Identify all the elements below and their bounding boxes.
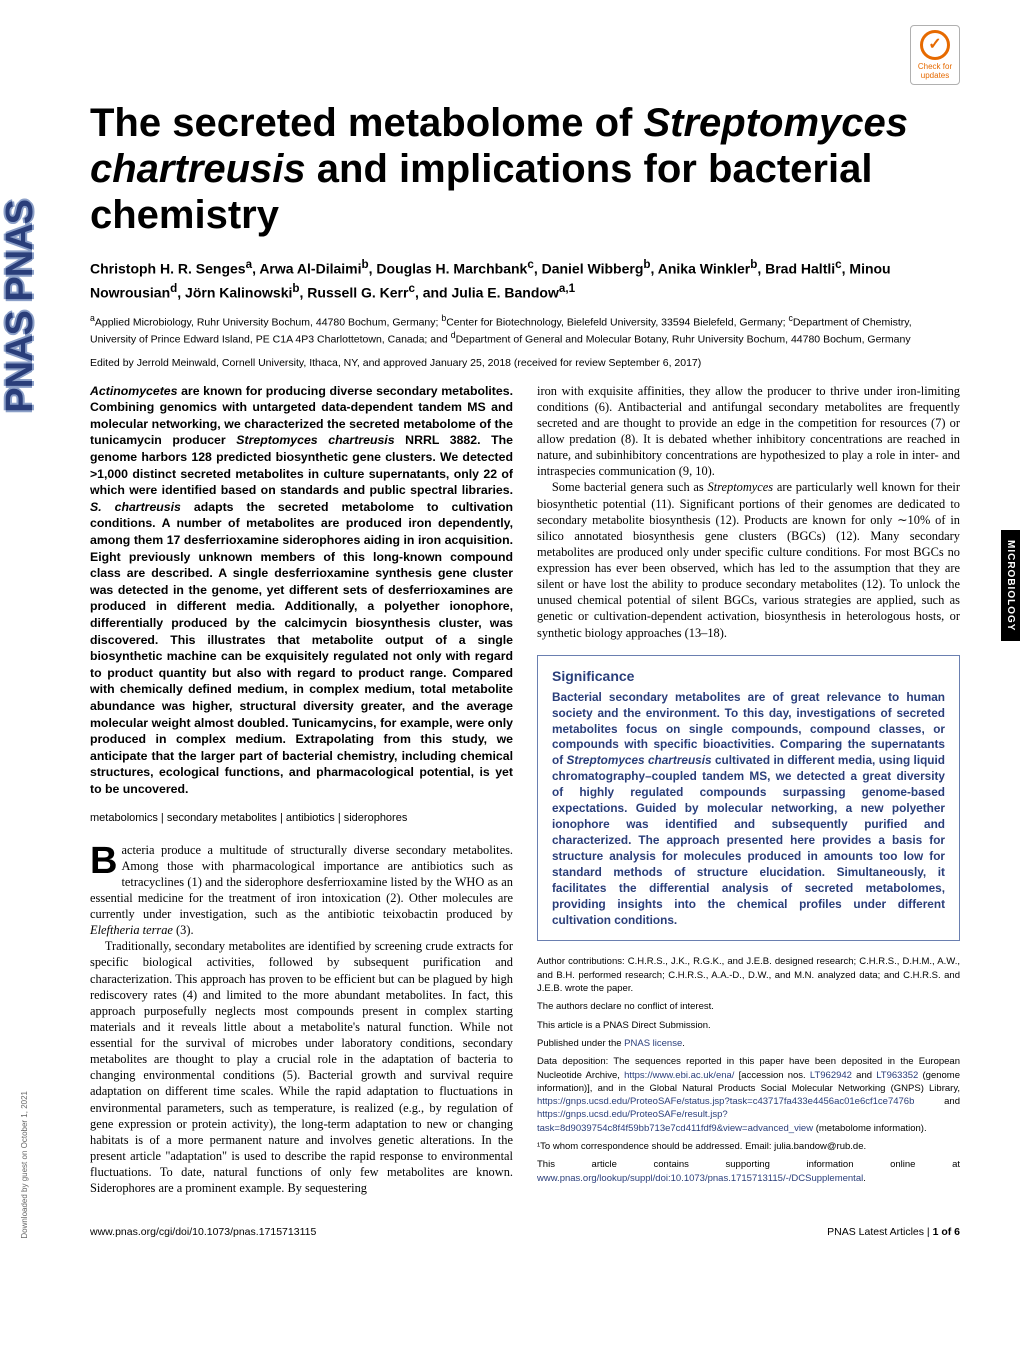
direct-submission: This article is a PNAS Direct Submission… — [537, 1019, 960, 1032]
pnas-license-link[interactable]: PNAS license — [624, 1038, 682, 1049]
significance-heading: Significance — [552, 668, 945, 684]
accession-link-2[interactable]: LT963352 — [876, 1070, 918, 1081]
keywords-line: metabolomics | secondary metabolites | a… — [90, 812, 513, 824]
correspondence: ¹To whom correspondence should be addres… — [537, 1140, 960, 1153]
download-note: Downloaded by guest on October 1, 2021 — [20, 1091, 29, 1239]
authors-line: Christoph H. R. Sengesa, Arwa Al-Dilaimi… — [90, 256, 960, 303]
accession-link-1[interactable]: LT962942 — [810, 1070, 852, 1081]
gnps-link-2[interactable]: https://gnps.ucsd.edu/ProteoSAFe/result.… — [537, 1109, 813, 1133]
body-text-left: Bacteria produce a multitude of structur… — [90, 842, 513, 1197]
ena-link[interactable]: https://www.ebi.ac.uk/ena/ — [624, 1070, 734, 1081]
author-contributions: Author contributions: C.H.R.S., J.K., R.… — [537, 955, 960, 995]
article-metadata: Author contributions: C.H.R.S., J.K., R.… — [537, 955, 960, 1184]
license-line: Published under the PNAS license. — [537, 1037, 960, 1050]
gnps-link-1[interactable]: https://gnps.ucsd.edu/ProteoSAFe/status.… — [537, 1096, 914, 1107]
affiliations: aApplied Microbiology, Ruhr University B… — [90, 313, 960, 346]
footer-doi: www.pnas.org/cgi/doi/10.1073/pnas.171571… — [90, 1226, 316, 1238]
left-column: Actinomycetes are known for producing di… — [90, 383, 513, 1197]
supplemental-link[interactable]: www.pnas.org/lookup/suppl/doi:10.1073/pn… — [537, 1173, 863, 1184]
abstract-text: Actinomycetes are known for producing di… — [90, 383, 513, 798]
page-root: PNAS PNAS ✓ Check for updates MICROBIOLO… — [0, 0, 1020, 1268]
editor-line: Edited by Jerrold Meinwald, Cornell Univ… — [90, 357, 960, 369]
article-title: The secreted metabolome of Streptomyces … — [90, 100, 960, 238]
section-tab: MICROBIOLOGY — [1001, 530, 1020, 641]
journal-side-logo: PNAS PNAS — [0, 200, 40, 1000]
body-text-right: iron with exquisite affinities, they all… — [537, 383, 960, 641]
check-for-updates-badge[interactable]: ✓ Check for updates — [910, 25, 960, 85]
title-pre: The secreted metabolome of — [90, 101, 643, 145]
conflict-statement: The authors declare no conflict of inter… — [537, 1000, 960, 1013]
right-column: iron with exquisite affinities, they all… — [537, 383, 960, 1197]
page-footer: www.pnas.org/cgi/doi/10.1073/pnas.171571… — [90, 1220, 960, 1238]
significance-box: Significance Bacterial secondary metabol… — [537, 655, 960, 942]
significance-text: Bacterial secondary metabolites are of g… — [552, 690, 945, 929]
badge-text-bottom: updates — [921, 72, 949, 81]
pnas-logo-vertical: PNAS PNAS — [0, 200, 42, 413]
data-deposition: Data deposition: The sequences reported … — [537, 1055, 960, 1135]
crossmark-icon: ✓ — [920, 30, 950, 60]
footer-pageno: PNAS Latest Articles | 1 of 6 — [827, 1226, 960, 1238]
two-column-body: Actinomycetes are known for producing di… — [90, 383, 960, 1197]
supplemental-info: This article contains supporting informa… — [537, 1158, 960, 1185]
